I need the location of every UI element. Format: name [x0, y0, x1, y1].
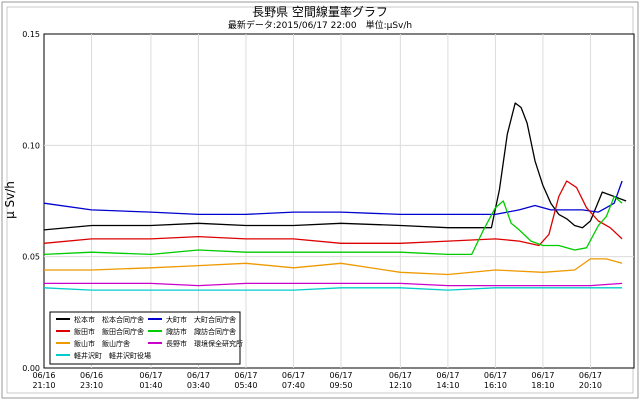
x-tick-date: 06/17 — [436, 371, 459, 380]
y-ticks: 0.00 0.05 0.10 0.15 — [22, 30, 40, 373]
x-tick-time: 20:10 — [579, 381, 602, 390]
y-tick-label: 0.05 — [22, 253, 40, 262]
y-tick-label: 0.15 — [22, 30, 40, 39]
legend-label: 軽井沢町 軽井沢町役場 — [74, 351, 151, 360]
x-tick-date: 06/16 — [80, 371, 103, 380]
legend-box — [49, 311, 241, 365]
x-tick-time: 07:40 — [282, 381, 305, 390]
legend-label: 諏訪市 諏訪合同庁舎 — [166, 327, 236, 336]
y-tick-label: 0.00 — [22, 364, 40, 373]
series-line — [44, 282, 623, 287]
x-tick-time: 01:40 — [139, 381, 162, 390]
series-line — [43, 180, 623, 216]
x-tick-date: 06/17 — [282, 371, 305, 380]
x-tick-time: 23:10 — [80, 381, 103, 390]
x-tick-date: 06/17 — [187, 371, 210, 380]
x-tick-date: 06/16 — [32, 371, 55, 380]
chart-subtitle: 最新データ:2015/06/17 22:00 単位:μSv/h — [228, 19, 412, 31]
x-tick-time: 14:10 — [436, 381, 459, 390]
x-tick-date: 06/17 — [139, 371, 162, 380]
series-line — [44, 258, 623, 276]
x-tick-date: 06/17 — [389, 371, 412, 380]
x-tick-date: 06/17 — [531, 371, 554, 380]
x-tick-time: 12:10 — [389, 381, 412, 390]
x-tick-time: 16:10 — [484, 381, 507, 390]
x-ticks: 06/1621:1006/1623:1006/1701:4006/1703:40… — [32, 371, 602, 390]
series-line — [43, 180, 623, 247]
x-tick-date: 06/17 — [579, 371, 602, 380]
x-tick-time: 21:10 — [32, 381, 55, 390]
x-tick-time: 03:40 — [187, 381, 210, 390]
legend-label: 長野市 環境保全研究所 — [166, 339, 243, 348]
series-line — [43, 102, 627, 231]
y-tick-label: 0.10 — [22, 141, 40, 150]
x-tick-date: 06/17 — [329, 371, 352, 380]
x-tick-date: 06/17 — [484, 371, 507, 380]
x-tick-time: 09:50 — [329, 381, 352, 390]
series-line — [43, 195, 623, 256]
x-tick-time: 18:10 — [531, 381, 554, 390]
y-axis-label: μ Sv/h — [3, 181, 17, 219]
legend-label: 松本市 松本合同庁舎 — [74, 315, 144, 324]
series-layer — [43, 102, 627, 291]
chart-title: 長野県 空間線量率グラフ — [252, 4, 388, 19]
legend-label: 大町市 大町合同庁舎 — [166, 315, 236, 324]
x-tick-time: 05:40 — [234, 381, 257, 390]
legend-label: 飯田市 飯田合同庁舎 — [74, 327, 144, 336]
x-tick-date: 06/17 — [234, 371, 257, 380]
series-line — [43, 287, 623, 291]
legend-label: 飯山市 飯山庁舎 — [74, 339, 130, 348]
